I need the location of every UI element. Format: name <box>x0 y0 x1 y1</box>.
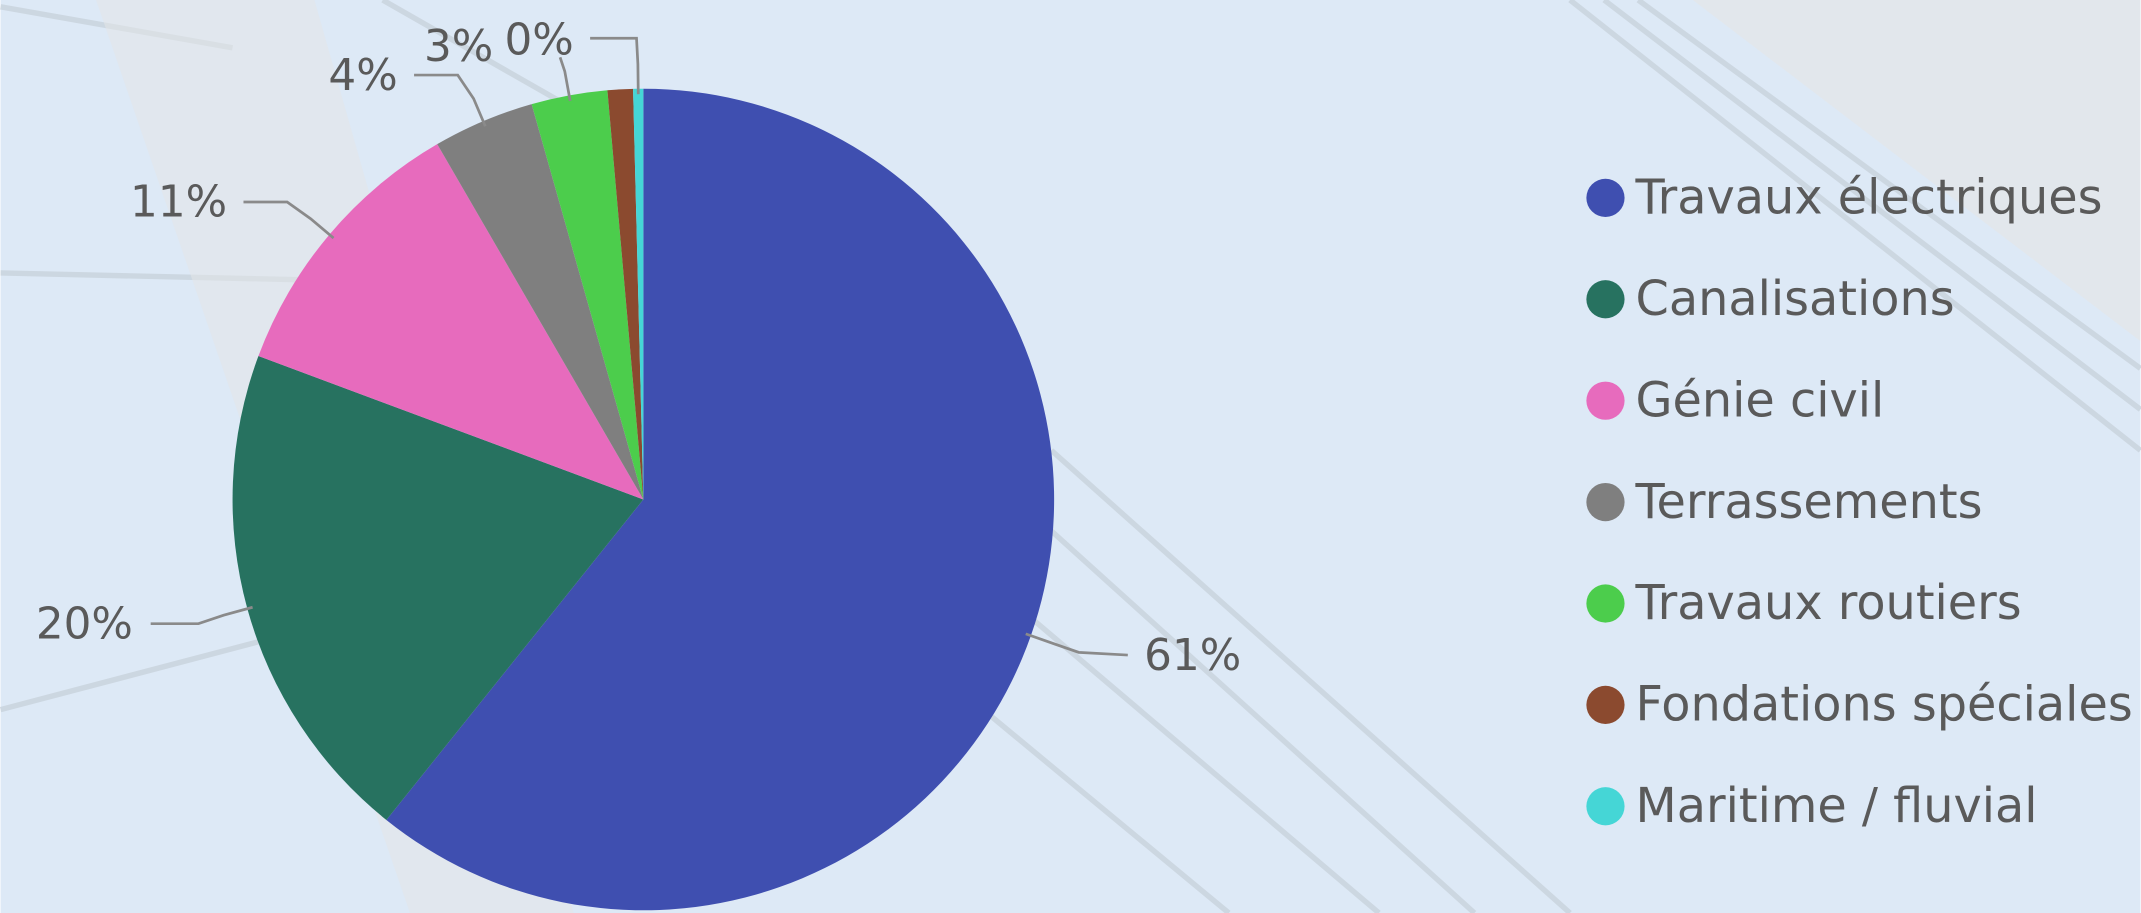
legend-marker <box>1586 787 1625 826</box>
legend-marker <box>1586 482 1625 522</box>
leader-line <box>558 56 572 102</box>
data-label: 11% <box>130 177 227 228</box>
leader-line <box>150 605 253 626</box>
pie-slice <box>437 104 644 500</box>
pie-slice <box>232 356 644 820</box>
legend-label: Travaux routiers <box>1634 576 2021 631</box>
legend-label: Travaux électriques <box>1634 171 2102 226</box>
leader-line <box>243 200 335 240</box>
legend-label: Canalisations <box>1635 272 1954 327</box>
data-label: 4% <box>328 50 397 101</box>
legend-marker <box>1586 381 1625 420</box>
legend-label: Terrassements <box>1634 475 1982 530</box>
data-label: 0% <box>504 14 573 65</box>
data-label: 61% <box>1144 630 1241 681</box>
pie: 61% 20% 11% 4% 3% 0% <box>36 14 1241 911</box>
leader-line <box>414 73 487 127</box>
pie-slice <box>607 88 644 500</box>
leader-line <box>1025 632 1128 657</box>
legend-marker <box>1586 584 1625 623</box>
legend-label: Maritime / fluvial <box>1635 779 2037 834</box>
legend-label: Génie civil <box>1635 373 1884 428</box>
legend-marker <box>1586 280 1625 319</box>
pie-slice <box>633 88 644 500</box>
leader-line <box>590 36 640 95</box>
pie-slice <box>258 144 644 500</box>
data-label: 3% <box>424 21 493 72</box>
pie-slice <box>531 90 644 500</box>
data-label: 20% <box>36 598 133 649</box>
legend: Travaux électriques Canalisations Génie ci… <box>1586 171 2133 834</box>
legend-marker <box>1586 685 1625 724</box>
legend-marker <box>1586 178 1625 217</box>
legend-label: Fondations spéciales <box>1635 678 2132 733</box>
pie-slice <box>386 88 1055 911</box>
